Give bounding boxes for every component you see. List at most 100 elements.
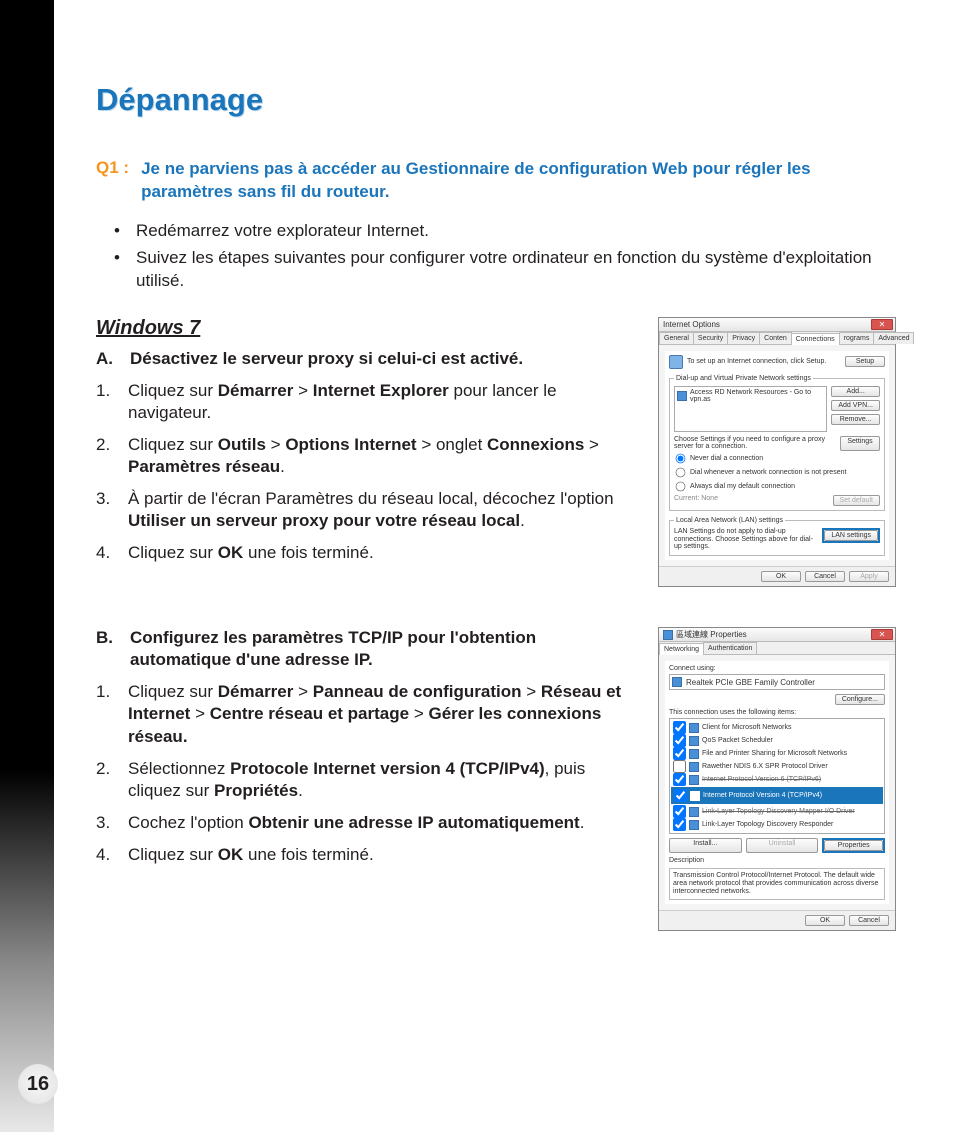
step-body: Sélectionnez Protocole Internet version …: [128, 758, 640, 802]
current-connection-label: Current: None: [674, 495, 718, 506]
radio-never-dial[interactable]: Never dial a connection: [674, 452, 880, 465]
section-a-heading: A. Désactivez le serveur proxy si celui-…: [96, 348, 640, 370]
add-vpn-button[interactable]: Add VPN...: [831, 400, 880, 411]
description-text: Transmission Control Protocol/Internet P…: [669, 868, 885, 900]
list-item[interactable]: Client for Microsoft Networks: [672, 721, 882, 734]
radio-dial-when[interactable]: Dial whenever a network connection is no…: [674, 466, 880, 479]
tab-privacy[interactable]: Privacy: [727, 332, 760, 344]
properties-highlight: Properties: [822, 838, 885, 853]
properties-button[interactable]: Properties: [824, 840, 883, 851]
step-body: Cliquez sur Outils > Options Internet > …: [128, 434, 640, 478]
component-icon: [689, 820, 699, 830]
dialog-titlebar: Internet Options ✕: [659, 318, 895, 332]
section-a-text: Windows 7 A. Désactivez le serveur proxy…: [96, 317, 640, 587]
section-b-steps: 1. Cliquez sur Démarrer > Panneau de con…: [96, 681, 640, 866]
step-item: 1. Cliquez sur Démarrer > Panneau de con…: [96, 681, 640, 747]
adapter-name: Realtek PCIe GBE Family Controller: [686, 678, 815, 687]
cancel-button[interactable]: Cancel: [849, 915, 889, 926]
section-b-row: B. Configurez les paramètres TCP/IP pour…: [96, 627, 896, 931]
setup-text: To set up an Internet connection, click …: [687, 358, 841, 366]
bullet-item: Redémarrez votre explorateur Internet.: [114, 220, 896, 243]
close-icon[interactable]: ✕: [871, 629, 893, 640]
section-letter: B.: [96, 627, 116, 671]
lan-settings-highlight: LAN settings: [822, 528, 880, 543]
step-body: Cochez l'option Obtenir une adresse IP a…: [128, 812, 640, 834]
dialog-title: 區域連線 Properties: [676, 629, 747, 640]
tab-general[interactable]: General: [659, 332, 694, 344]
list-item[interactable]: Rawether NDIS 6.X SPR Protocol Driver: [672, 760, 882, 773]
component-icon: [689, 807, 699, 817]
step-item: 1. Cliquez sur Démarrer > Internet Explo…: [96, 380, 640, 424]
adapter-select[interactable]: Realtek PCIe GBE Family Controller: [669, 674, 885, 690]
step-body: Cliquez sur OK une fois terminé.: [128, 542, 640, 564]
vpn-listbox[interactable]: Access RD Network Resources - Go to vpn.…: [674, 386, 827, 432]
description-label: Description: [669, 857, 885, 864]
tab-authentication[interactable]: Authentication: [703, 642, 757, 654]
component-icon: [689, 749, 699, 759]
page-number: 16: [18, 1064, 58, 1104]
page-title: Dépannage: [96, 82, 896, 118]
section-letter: A.: [96, 348, 116, 370]
ok-button[interactable]: OK: [761, 571, 801, 582]
question-text: Je ne parviens pas à accéder au Gestionn…: [141, 158, 896, 204]
items-listbox[interactable]: Client for Microsoft Networks QoS Packet…: [669, 718, 885, 834]
bullet-list: Redémarrez votre explorateur Internet. S…: [114, 220, 896, 293]
list-item[interactable]: QoS Packet Scheduler: [672, 734, 882, 747]
step-number: 3.: [96, 812, 116, 834]
network-icon: [663, 630, 673, 640]
dialog-bottom-buttons: OK Cancel: [659, 910, 895, 930]
step-number: 2.: [96, 434, 116, 478]
section-heading-text: Désactivez le serveur proxy si celui-ci …: [130, 348, 523, 370]
step-item: 3. Cochez l'option Obtenir une adresse I…: [96, 812, 640, 834]
sidebar-gradient: Français: [0, 0, 54, 1132]
cancel-button[interactable]: Cancel: [805, 571, 845, 582]
apply-button[interactable]: Apply: [849, 571, 889, 582]
lan-legend: Local Area Network (LAN) settings: [674, 517, 785, 524]
set-default-button[interactable]: Set default: [833, 495, 880, 506]
bullet-item: Suivez les étapes suivantes pour configu…: [114, 247, 896, 293]
dialog-title: Internet Options: [663, 320, 720, 329]
connection-icon: [677, 391, 687, 401]
configure-button[interactable]: Configure...: [835, 694, 885, 705]
setup-button[interactable]: Setup: [845, 356, 885, 367]
step-item: 4. Cliquez sur OK une fois terminé.: [96, 542, 640, 564]
list-item[interactable]: Internet Protocol Version 6 (TCP/IPv6): [672, 773, 882, 786]
lan-text: LAN Settings do not apply to dial-up con…: [674, 528, 818, 551]
dialog-tabs: General Security Privacy Conten Connecti…: [659, 332, 895, 345]
list-item[interactable]: Link-Layer Topology Discovery Mapper I/O…: [672, 805, 882, 818]
close-icon[interactable]: ✕: [871, 319, 893, 330]
ok-button[interactable]: OK: [805, 915, 845, 926]
adapter-icon: [672, 677, 682, 687]
tab-programs[interactable]: rograms: [839, 332, 875, 344]
lan-settings-button[interactable]: LAN settings: [824, 530, 878, 541]
step-number: 4.: [96, 542, 116, 564]
tab-advanced[interactable]: Advanced: [873, 332, 914, 344]
settings-button[interactable]: Settings: [840, 436, 880, 451]
dialog-bottom-buttons: OK Cancel Apply: [659, 566, 895, 586]
remove-button[interactable]: Remove...: [831, 414, 880, 425]
tab-networking[interactable]: Networking: [659, 643, 704, 655]
dialup-fieldset: Dial-up and Virtual Private Network sett…: [669, 375, 885, 511]
list-item-selected[interactable]: Internet Protocol Version 4 (TCP/IPv4): [671, 787, 883, 804]
tab-content[interactable]: Conten: [759, 332, 792, 344]
step-body: Cliquez sur Démarrer > Internet Explorer…: [128, 380, 640, 424]
step-item: 3. À partir de l'écran Paramètres du rés…: [96, 488, 640, 532]
choose-settings-text: Choose Settings if you need to configure…: [674, 436, 836, 451]
tab-security[interactable]: Security: [693, 332, 728, 344]
step-body: Cliquez sur Démarrer > Panneau de config…: [128, 681, 640, 747]
add-button[interactable]: Add...: [831, 386, 880, 397]
uninstall-button[interactable]: Uninstall: [746, 838, 819, 853]
step-number: 2.: [96, 758, 116, 802]
section-b-text: B. Configurez les paramètres TCP/IP pour…: [96, 627, 640, 931]
list-item[interactable]: Link-Layer Topology Discovery Responder: [672, 818, 882, 831]
list-item[interactable]: File and Printer Sharing for Microsoft N…: [672, 747, 882, 760]
tab-connections[interactable]: Connections: [791, 333, 840, 345]
globe-icon: [669, 355, 683, 369]
step-number: 4.: [96, 844, 116, 866]
install-button[interactable]: Install...: [669, 838, 742, 853]
component-icon: [689, 723, 699, 733]
dialog-tabs: Networking Authentication: [659, 642, 895, 655]
radio-always-dial[interactable]: Always dial my default connection: [674, 480, 880, 493]
screenshot-internet-options: Internet Options ✕ General Security Priv…: [658, 317, 896, 587]
dialog-panel: To set up an Internet connection, click …: [665, 351, 889, 560]
